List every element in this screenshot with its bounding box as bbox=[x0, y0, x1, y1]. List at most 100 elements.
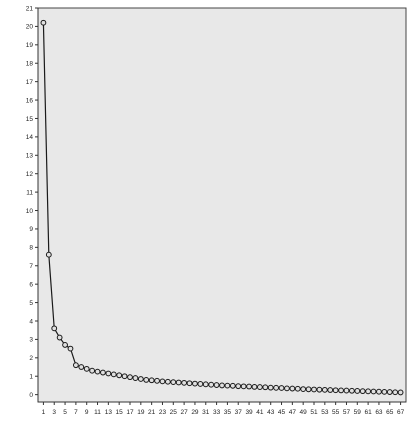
data-point bbox=[192, 380, 198, 387]
y-tick-label: 18 bbox=[26, 61, 34, 68]
data-point bbox=[105, 370, 112, 377]
data-point bbox=[186, 380, 193, 387]
data-point bbox=[327, 387, 334, 393]
x-tick-label: 27 bbox=[181, 409, 189, 416]
y-tick-label: 6 bbox=[29, 281, 33, 288]
data-point bbox=[354, 388, 361, 394]
data-point bbox=[311, 386, 317, 393]
y-tick-label: 2 bbox=[29, 355, 33, 362]
x-tick-label: 3 bbox=[52, 409, 56, 416]
data-point bbox=[240, 383, 247, 390]
data-point bbox=[148, 377, 155, 384]
data-point bbox=[219, 382, 225, 389]
data-point bbox=[365, 388, 372, 395]
data-point bbox=[213, 382, 220, 388]
data-point bbox=[100, 369, 106, 376]
data-point bbox=[137, 376, 144, 382]
data-point bbox=[300, 386, 307, 393]
data-point bbox=[262, 384, 269, 391]
x-tick-label: 45 bbox=[278, 409, 286, 416]
y-tick-label: 19 bbox=[26, 42, 34, 49]
data-point bbox=[72, 362, 79, 369]
x-tick-label: 19 bbox=[137, 409, 145, 416]
y-tick-label: 7 bbox=[29, 263, 33, 270]
data-point bbox=[397, 389, 404, 396]
x-tick-label: 65 bbox=[386, 409, 394, 416]
data-point bbox=[273, 384, 280, 391]
x-tick-label: 61 bbox=[365, 409, 373, 416]
data-point bbox=[110, 371, 117, 378]
x-tick-label: 57 bbox=[343, 409, 351, 416]
y-tick-label: 0 bbox=[29, 392, 33, 399]
plot-area bbox=[37, 7, 407, 403]
x-tick-label: 55 bbox=[332, 409, 340, 416]
data-point bbox=[370, 388, 377, 395]
data-point bbox=[116, 372, 123, 379]
x-tick-label: 29 bbox=[191, 409, 199, 416]
y-tick-label: 9 bbox=[29, 226, 33, 233]
x-tick-label: 13 bbox=[105, 409, 113, 416]
data-point bbox=[251, 384, 258, 390]
data-point bbox=[51, 325, 58, 332]
data-point bbox=[289, 385, 296, 392]
x-tick-label: 25 bbox=[170, 409, 178, 416]
y-tick-label: 14 bbox=[26, 134, 34, 141]
y-tick-label: 15 bbox=[26, 116, 34, 123]
data-point bbox=[256, 384, 263, 390]
x-axis-ticks: 1 3 5 7 9 11 13 15 17 19 21 23 25 27 29 31 33 35 37 39 41 43 4… bbox=[42, 402, 405, 416]
x-tick-label: 49 bbox=[300, 409, 308, 416]
x-tick-label: 33 bbox=[213, 409, 221, 416]
axes bbox=[37, 8, 406, 403]
x-tick-label: 31 bbox=[202, 409, 210, 416]
y-tick-label: 4 bbox=[29, 318, 33, 325]
y-tick-label: 10 bbox=[26, 208, 34, 215]
data-point bbox=[338, 387, 344, 394]
data-point bbox=[127, 374, 133, 381]
data-point bbox=[121, 373, 128, 380]
x-tick-label: 67 bbox=[397, 409, 405, 416]
data-point bbox=[78, 364, 85, 370]
data-point bbox=[305, 386, 312, 393]
y-tick-label: 11 bbox=[26, 189, 33, 196]
y-tick-label: 21 bbox=[26, 5, 34, 12]
data-point bbox=[56, 334, 63, 341]
data-point bbox=[348, 387, 355, 394]
y-tick-label: 20 bbox=[26, 24, 34, 31]
data-point bbox=[159, 378, 166, 385]
data-point bbox=[62, 342, 68, 348]
data-point bbox=[143, 377, 150, 383]
y-tick-label: 13 bbox=[26, 153, 34, 160]
x-tick-label: 23 bbox=[159, 409, 167, 416]
data-point bbox=[175, 379, 182, 386]
x-tick-label: 47 bbox=[289, 409, 297, 416]
x-tick-label: 41 bbox=[256, 409, 264, 416]
data-point bbox=[170, 379, 177, 386]
data-point bbox=[197, 381, 204, 387]
data-point bbox=[208, 381, 215, 388]
data-point bbox=[94, 368, 101, 375]
y-tick-label: 1 bbox=[29, 374, 33, 381]
x-tick-label: 63 bbox=[375, 409, 383, 416]
x-tick-label: 17 bbox=[126, 409, 134, 416]
y-tick-label: 3 bbox=[29, 337, 33, 344]
data-point bbox=[267, 384, 274, 391]
data-point bbox=[154, 377, 160, 384]
x-tick-label: 1 bbox=[42, 409, 46, 416]
y-tick-label: 16 bbox=[26, 97, 34, 104]
y-tick-label: 8 bbox=[29, 245, 33, 252]
data-point bbox=[45, 251, 52, 258]
data-point bbox=[392, 389, 399, 396]
data-point bbox=[224, 382, 231, 389]
x-tick-label: 35 bbox=[224, 409, 232, 416]
data-point bbox=[386, 389, 393, 395]
data-point bbox=[132, 375, 139, 381]
data-point bbox=[67, 345, 74, 352]
x-tick-label: 7 bbox=[74, 409, 78, 416]
data-point bbox=[332, 387, 339, 394]
data-point bbox=[235, 383, 242, 390]
y-tick-label: 12 bbox=[26, 171, 34, 178]
series-points bbox=[40, 19, 404, 396]
